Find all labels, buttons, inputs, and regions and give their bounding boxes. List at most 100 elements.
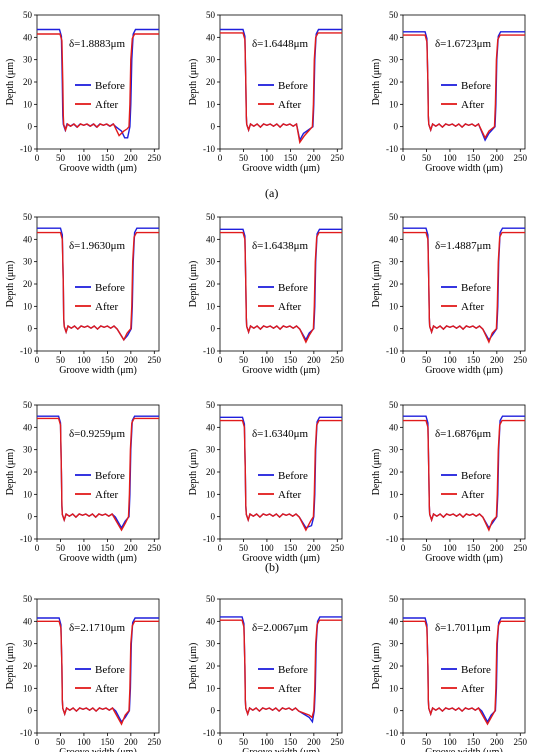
x-axis-label: Groove width (μm)	[425, 553, 503, 564]
y-tick-label: 40	[23, 234, 33, 244]
x-tick-label: 200	[307, 153, 321, 163]
y-axis-label: Depth (μm)	[371, 643, 382, 690]
y-axis-label: Depth (μm)	[188, 449, 199, 496]
delta-annotation: δ=1.9630μm	[69, 240, 126, 252]
y-tick-label: 50	[206, 400, 216, 410]
y-tick-label: 30	[23, 257, 33, 267]
legend-label-before: Before	[278, 80, 308, 92]
y-tick-label: 30	[389, 257, 399, 267]
y-tick-label: 0	[28, 324, 33, 334]
y-tick-label: 20	[389, 661, 399, 671]
x-tick-label: 0	[401, 543, 406, 553]
x-tick-label: 50	[239, 153, 249, 163]
x-axis-label: Groove width (μm)	[242, 747, 320, 752]
series-line-after	[220, 231, 342, 344]
x-axis-label: Groove width (μm)	[425, 163, 503, 174]
x-tick-label: 100	[443, 737, 457, 747]
x-tick-label: 0	[35, 737, 40, 747]
x-tick-label: 0	[35, 543, 40, 553]
x-tick-label: 100	[77, 543, 91, 553]
y-tick-label: 20	[206, 467, 216, 477]
delta-annotation: δ=1.8883μm	[69, 38, 126, 50]
x-tick-label: 0	[401, 153, 406, 163]
y-tick-label: 50	[206, 594, 216, 604]
y-tick-label: -10	[20, 346, 32, 356]
x-tick-label: 50	[422, 355, 432, 365]
delta-annotation: δ=1.6876μm	[435, 428, 492, 440]
x-tick-label: 150	[467, 355, 481, 365]
y-tick-label: 20	[23, 467, 33, 477]
x-tick-label: 200	[124, 737, 138, 747]
legend-label-before: Before	[278, 282, 308, 294]
y-tick-label: 0	[211, 706, 216, 716]
x-axis-label: Groove width (μm)	[59, 747, 137, 752]
legend-label-after: After	[278, 99, 302, 111]
x-tick-label: 200	[124, 153, 138, 163]
y-tick-label: -10	[20, 728, 32, 738]
x-tick-label: 100	[260, 737, 274, 747]
delta-annotation: δ=2.0067μm	[252, 622, 309, 634]
y-tick-label: 30	[389, 445, 399, 455]
x-tick-label: 150	[101, 355, 115, 365]
y-tick-label: 40	[206, 616, 216, 626]
y-tick-label: -10	[386, 144, 398, 154]
y-axis-label: Depth (μm)	[188, 261, 199, 308]
y-tick-label: 10	[389, 683, 399, 693]
y-tick-label: 40	[206, 234, 216, 244]
y-tick-label: -10	[20, 534, 32, 544]
y-tick-label: 40	[206, 422, 216, 432]
x-tick-label: 50	[56, 543, 66, 553]
y-tick-label: 50	[206, 212, 216, 222]
legend-label-before: Before	[278, 470, 308, 482]
y-tick-label: 40	[23, 616, 33, 626]
x-tick-label: 250	[514, 355, 528, 365]
x-tick-label: 50	[56, 355, 66, 365]
legend-label-after: After	[95, 301, 119, 313]
y-tick-label: 20	[206, 77, 216, 87]
x-tick-label: 0	[401, 355, 406, 365]
y-tick-label: 20	[389, 77, 399, 87]
y-tick-label: 50	[23, 400, 33, 410]
y-axis-label: Depth (μm)	[5, 449, 16, 496]
x-tick-label: 150	[101, 153, 115, 163]
y-tick-label: 0	[394, 122, 399, 132]
y-tick-label: 0	[28, 512, 33, 522]
series-line-after	[37, 231, 159, 342]
y-tick-label: 0	[394, 512, 399, 522]
x-tick-label: 100	[77, 355, 91, 365]
x-tick-label: 250	[148, 355, 162, 365]
legend-label-before: Before	[461, 664, 491, 676]
y-tick-label: 40	[389, 234, 399, 244]
legend-label-after: After	[461, 301, 485, 313]
legend-label-before: Before	[95, 664, 125, 676]
y-tick-label: 30	[206, 55, 216, 65]
y-tick-label: 0	[394, 324, 399, 334]
x-tick-label: 150	[101, 543, 115, 553]
y-tick-label: 10	[389, 301, 399, 311]
series-line-after	[220, 619, 342, 719]
y-tick-label: 10	[206, 489, 216, 499]
delta-annotation: δ=1.6340μm	[252, 428, 309, 440]
x-tick-label: 150	[467, 153, 481, 163]
legend-label-after: After	[461, 489, 485, 501]
y-tick-label: 20	[206, 661, 216, 671]
y-tick-label: 10	[23, 683, 33, 693]
x-tick-label: 250	[148, 153, 162, 163]
x-tick-label: 250	[331, 737, 345, 747]
legend-label-before: Before	[461, 470, 491, 482]
x-tick-label: 50	[239, 737, 249, 747]
x-tick-label: 0	[218, 737, 223, 747]
y-tick-label: 10	[389, 99, 399, 109]
y-tick-label: 10	[23, 301, 33, 311]
legend-label-after: After	[95, 683, 119, 695]
y-tick-label: 10	[389, 489, 399, 499]
y-tick-label: 30	[206, 639, 216, 649]
x-axis-label: Groove width (μm)	[242, 365, 320, 376]
x-tick-label: 150	[284, 737, 298, 747]
x-tick-label: 100	[260, 355, 274, 365]
x-tick-label: 150	[101, 737, 115, 747]
